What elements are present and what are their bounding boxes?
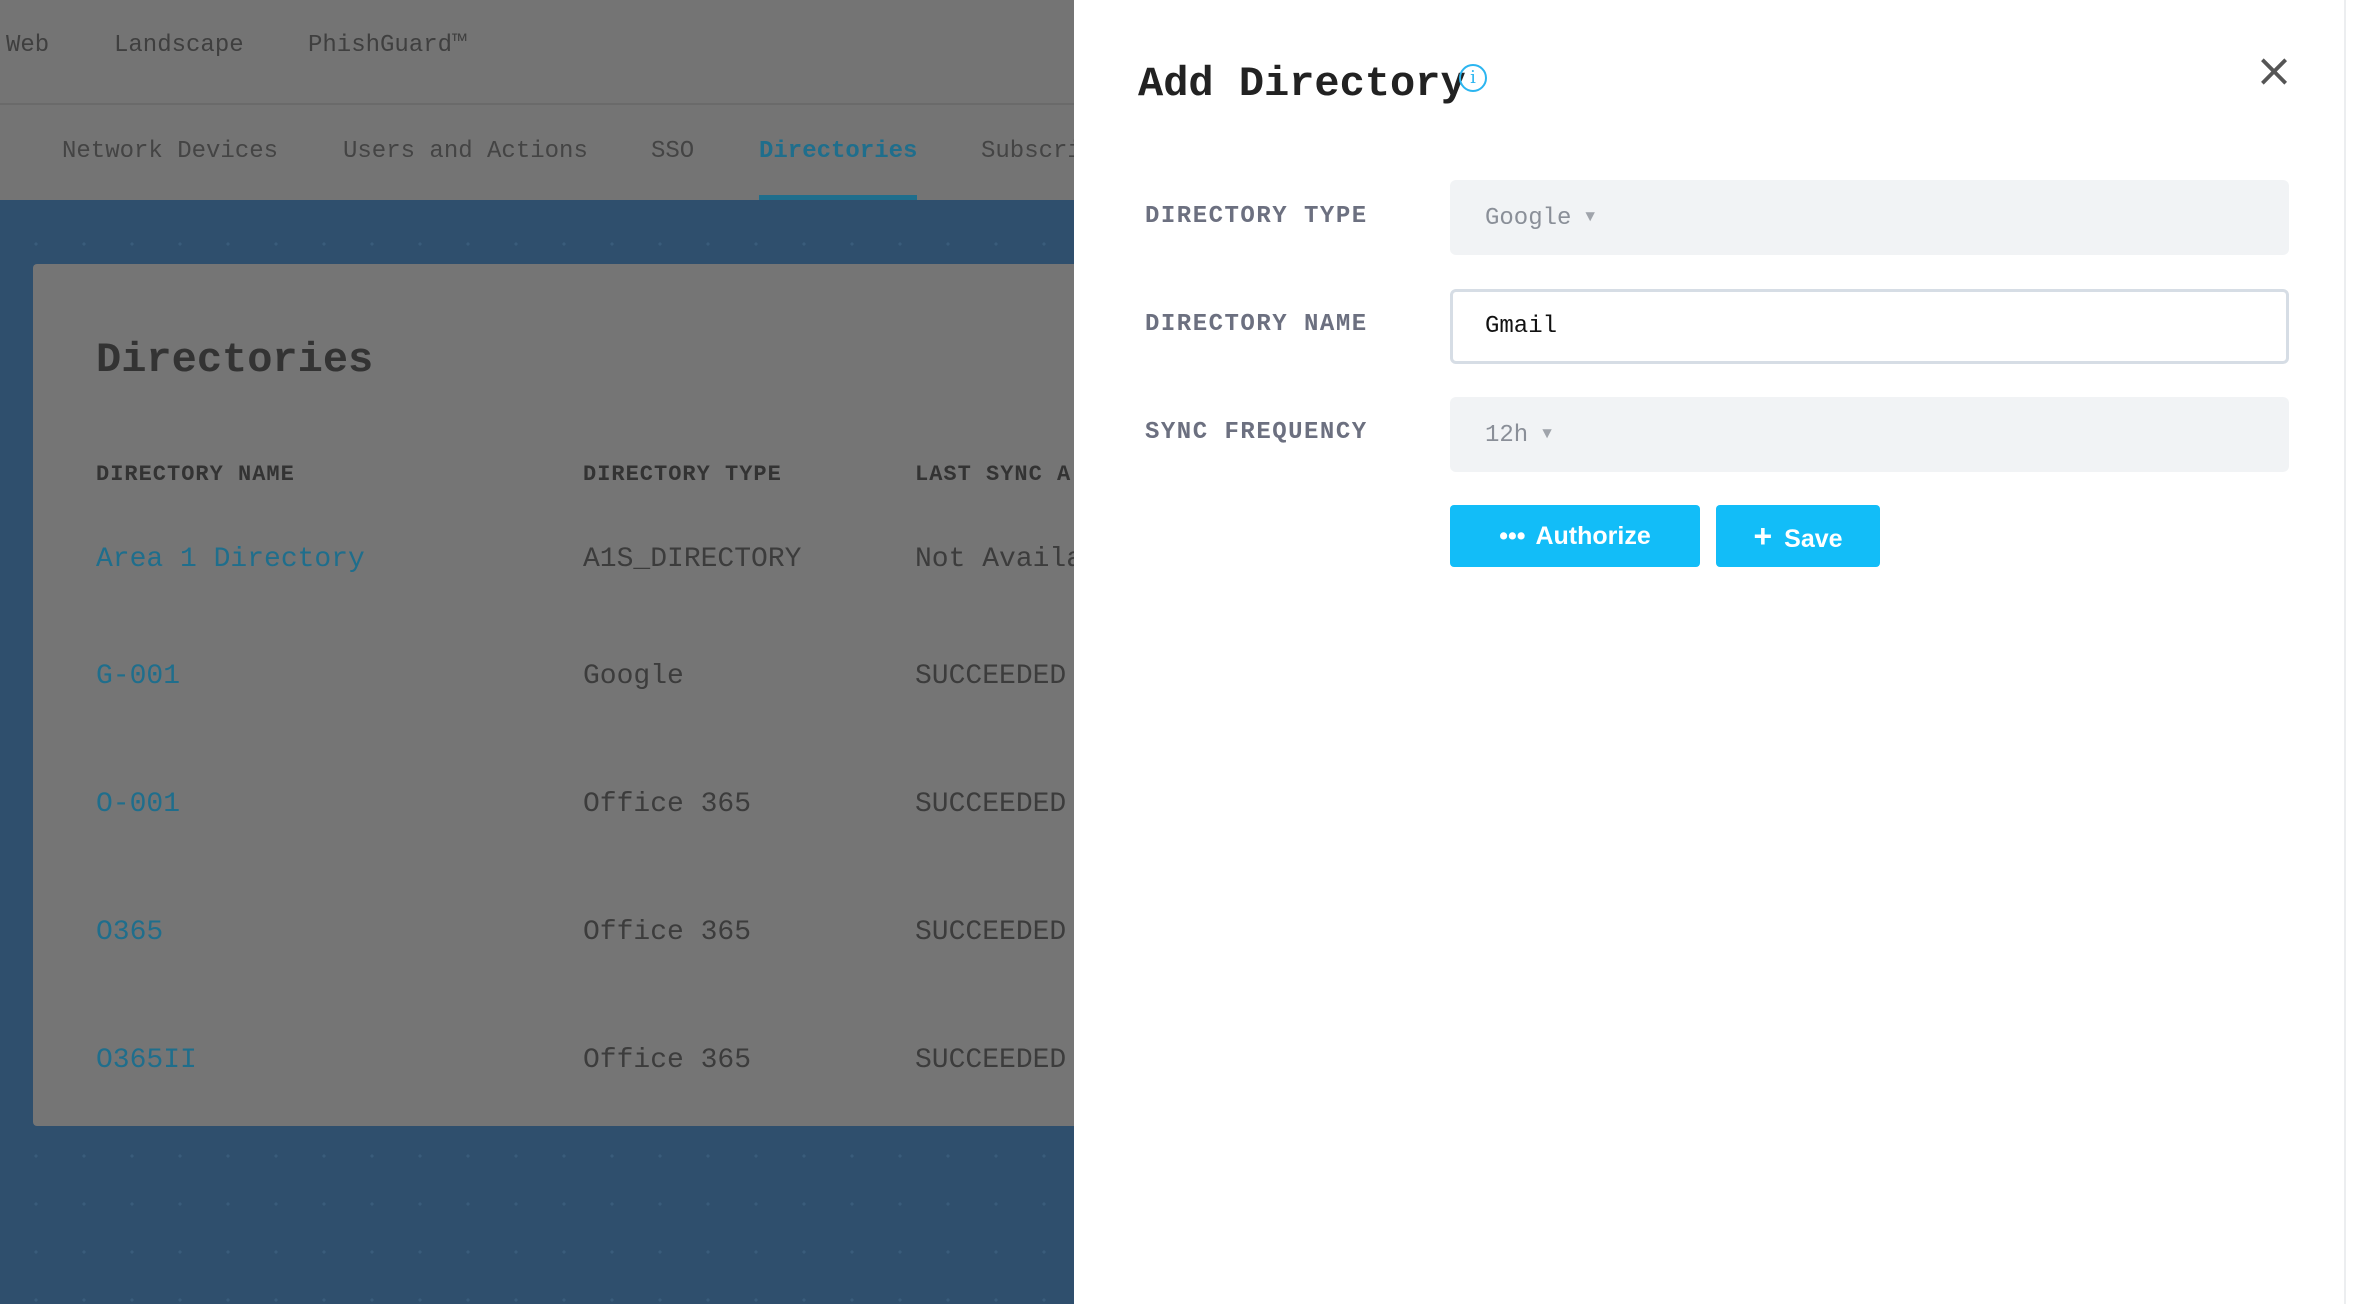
directory-name-link[interactable]: G-001	[96, 661, 181, 692]
tab-subscriptions[interactable]: Subscri	[981, 138, 1074, 165]
sync-frequency-value: 12h	[1485, 422, 1529, 449]
column-header-last-sync[interactable]: LAST SYNC A	[915, 462, 1072, 487]
directory-type-value: Google	[1485, 205, 1572, 232]
tab-bar: Network Devices Users and Actions SSO Di…	[0, 105, 1074, 200]
close-icon[interactable]: ×	[2254, 43, 2294, 97]
panel-title: Add Directory	[1138, 60, 1466, 108]
directory-type: Office 365	[583, 1045, 752, 1076]
last-sync: SUCCEEDED	[915, 789, 1067, 820]
last-sync: SUCCEEDED	[915, 661, 1067, 692]
directory-name-link[interactable]: O365	[96, 917, 164, 948]
directories-card: Directories DIRECTORY NAME DIRECTORY TYP…	[33, 264, 1074, 1126]
last-sync: SUCCEEDED	[915, 1045, 1067, 1076]
nav-item-phishguard[interactable]: PhishGuard™	[308, 32, 467, 59]
directory-name-label: DIRECTORY NAME	[1145, 311, 1368, 338]
save-button[interactable]: + Save	[1716, 505, 1880, 567]
active-tab-indicator	[759, 195, 917, 200]
directory-type: Office 365	[583, 917, 752, 948]
directory-type: Office 365	[583, 789, 752, 820]
add-directory-panel: Add Directory i × DIRECTORY TYPE Google ▼…	[1074, 0, 2356, 1304]
top-nav: Web Landscape PhishGuard™	[0, 0, 1074, 105]
save-label: Save	[1784, 525, 1843, 553]
last-sync: Not Availa	[915, 544, 1074, 575]
tab-network-devices[interactable]: Network Devices	[62, 138, 279, 165]
tab-sso[interactable]: SSO	[651, 138, 695, 165]
tab-users-and-actions[interactable]: Users and Actions	[343, 138, 588, 165]
info-icon[interactable]: i	[1459, 64, 1487, 92]
caret-down-icon: ▼	[1542, 425, 1552, 443]
authorize-label: Authorize	[1535, 522, 1651, 550]
sync-frequency-select[interactable]: 12h ▼	[1450, 397, 2289, 472]
plus-icon: +	[1753, 518, 1773, 554]
more-dots-icon: •••	[1499, 522, 1526, 550]
caret-down-icon: ▼	[1585, 208, 1596, 226]
background-page: Web Landscape PhishGuard™ Network Device…	[0, 0, 1074, 1304]
tab-directories[interactable]: Directories	[759, 138, 918, 165]
directory-type: Google	[583, 661, 684, 692]
directory-name-link[interactable]: O-001	[96, 789, 181, 820]
column-header-name[interactable]: DIRECTORY NAME	[96, 462, 295, 487]
last-sync: SUCCEEDED	[915, 917, 1067, 948]
sync-frequency-label: SYNC FREQUENCY	[1145, 419, 1368, 446]
authorize-button[interactable]: ••• Authorize	[1450, 505, 1700, 567]
directory-type-label: DIRECTORY TYPE	[1145, 203, 1368, 230]
directory-type: A1S_DIRECTORY	[583, 544, 802, 575]
scrollbar-track[interactable]	[2344, 0, 2346, 1304]
card-title: Directories	[96, 336, 374, 384]
nav-item-landscape[interactable]: Landscape	[114, 32, 244, 59]
directory-name-input[interactable]	[1450, 289, 2289, 364]
directory-name-link[interactable]: O365II	[96, 1045, 197, 1076]
nav-item-web[interactable]: Web	[6, 32, 50, 59]
directory-type-select[interactable]: Google ▼	[1450, 180, 2289, 255]
column-header-type[interactable]: DIRECTORY TYPE	[583, 462, 782, 487]
directory-name-link[interactable]: Area 1 Directory	[96, 544, 365, 575]
